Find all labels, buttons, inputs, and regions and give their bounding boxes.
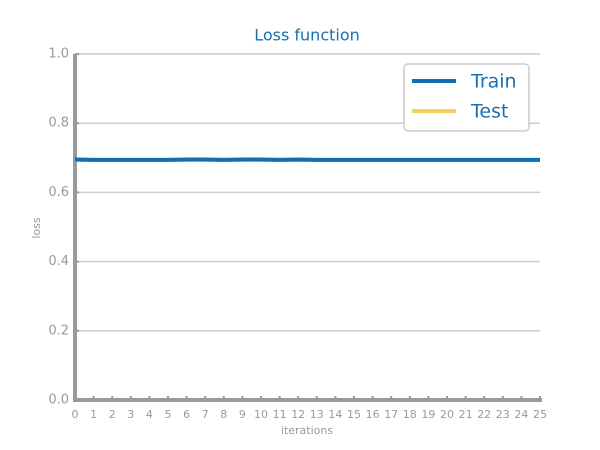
x-tick-label: 6 [183,408,190,421]
x-tick-label: 20 [440,408,454,421]
chart-title: Loss function [254,26,360,45]
x-tick-label: 8 [220,408,227,421]
x-tick-label: 16 [366,408,380,421]
x-tick-label: 12 [291,408,305,421]
y-axis-label: loss [30,217,43,239]
x-tick-label: 24 [514,408,528,421]
x-tick-label: 14 [328,408,342,421]
x-tick-label: 0 [72,408,79,421]
x-tick-label: 3 [127,408,134,421]
x-tick-label: 21 [459,408,473,421]
x-tick-label: 7 [202,408,209,421]
x-tick-label: 13 [310,408,324,421]
x-tick-label: 25 [533,408,547,421]
legend-label: Test [470,101,508,123]
y-tick-label: 0.0 [48,393,69,408]
x-tick-label: 15 [347,408,361,421]
legend-label: Train [470,71,517,93]
x-tick-label: 19 [421,408,435,421]
y-tick-label: 0.2 [48,323,69,338]
x-tick-label: 18 [403,408,417,421]
y-tick-label: 0.4 [48,254,69,269]
y-tick-label: 1.0 [48,47,69,62]
x-tick-label: 5 [165,408,172,421]
x-axis-label: iterations [281,424,333,437]
x-tick-label: 4 [146,408,153,421]
x-tick-label: 17 [384,408,398,421]
y-tick-label: 0.6 [48,185,69,200]
x-tick-label: 1 [90,408,97,421]
x-tick-label: 22 [477,408,491,421]
y-tick-label: 0.8 [48,116,69,131]
x-tick-label: 10 [254,408,268,421]
x-tick-label: 2 [109,408,116,421]
x-tick-label: 11 [273,408,287,421]
x-tick-label: 9 [239,408,246,421]
x-tick-label: 23 [496,408,510,421]
